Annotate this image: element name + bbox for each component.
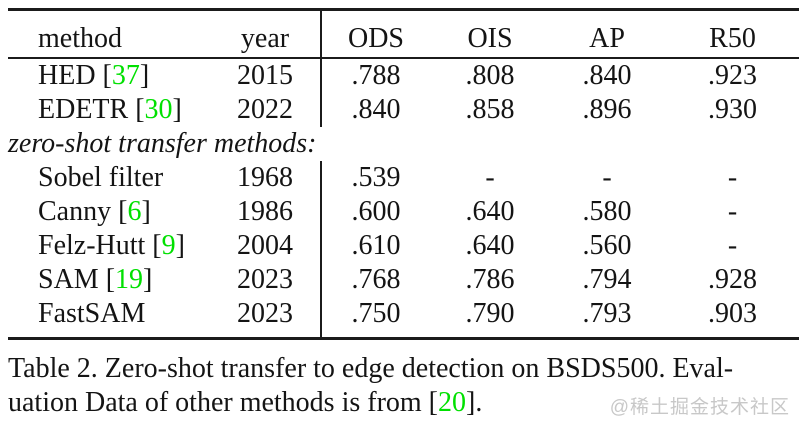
ap-cell: .560	[582, 230, 632, 261]
method-suffix: ]	[139, 60, 150, 91]
ois-cell: .640	[465, 230, 515, 261]
method-name: Sobel filter	[38, 162, 164, 193]
table-header-row: method year ODS OIS AP R50	[8, 20, 799, 57]
ap-cell: -	[602, 162, 612, 193]
method-cell: EDETR [30]	[8, 93, 210, 127]
section-label-text: zero-shot transfer methods:	[8, 128, 317, 159]
table-top-rule	[8, 8, 799, 11]
table-row-hed: HED [37] 2015 .788 .808 .840 .923	[8, 59, 799, 93]
ods-cell: .788	[351, 60, 401, 91]
table-row-fastsam: FastSAM 2023 .750 .790 .793 .903	[8, 297, 799, 331]
ap-cell: .840	[582, 60, 632, 91]
method-cell: FastSAM	[8, 297, 210, 331]
ap-cell: .896	[582, 94, 632, 125]
year-cell: 2015	[237, 60, 293, 91]
citation-link[interactable]: 6	[127, 196, 142, 227]
header-ois: OIS	[467, 22, 513, 54]
table-bottom-rule	[8, 337, 799, 340]
ois-cell: .858	[465, 94, 515, 125]
method-name: Canny [	[38, 196, 128, 227]
ois-cell: -	[485, 162, 495, 193]
ods-cell: .539	[351, 162, 401, 193]
method-cell: HED [37]	[8, 59, 210, 93]
table-row-sobel: Sobel filter 1968 .539 - - -	[8, 161, 799, 195]
method-cell: Felz-Hutt [9]	[8, 229, 210, 263]
method-suffix: ]	[172, 94, 182, 125]
table-row-felz-hutt: Felz-Hutt [9] 2004 .610 .640 .560 -	[8, 229, 799, 263]
header-method: method	[38, 22, 122, 54]
citation-link[interactable]: 9	[161, 230, 176, 261]
citation-link[interactable]: 20	[438, 387, 467, 418]
ap-cell: .794	[582, 264, 632, 295]
method-suffix: ]	[143, 264, 153, 295]
method-name: HED [	[38, 60, 112, 91]
ods-cell: .768	[351, 264, 401, 295]
ods-cell: .750	[351, 298, 401, 329]
table-header-rule	[8, 57, 799, 59]
method-name: SAM [	[38, 264, 116, 295]
method-cell: Sobel filter	[8, 161, 210, 195]
year-cell: 1968	[237, 162, 293, 193]
r50-cell: .928	[708, 264, 757, 295]
method-cell: Canny [6]	[8, 195, 210, 229]
table-row-sam: SAM [19] 2023 .768 .786 .794 .928	[8, 263, 799, 297]
year-cell: 2023	[237, 298, 293, 329]
table-caption: Table 2. Zero-shot transfer to edge dete…	[8, 352, 803, 420]
method-name: Felz-Hutt [	[38, 230, 162, 261]
caption-line-2: uation Data of other methods is from [20…	[8, 386, 803, 420]
year-cell: 2023	[237, 264, 293, 295]
ods-cell: .840	[351, 94, 401, 125]
method-suffix: ]	[141, 196, 151, 227]
method-name: EDETR [	[38, 94, 145, 125]
ois-cell: .786	[465, 264, 515, 295]
section-label-zero-shot: zero-shot transfer methods:	[8, 127, 799, 161]
caption-line-1: Table 2. Zero-shot transfer to edge dete…	[8, 353, 734, 384]
year-cell: 2022	[237, 94, 293, 125]
year-cell: 1986	[237, 196, 293, 227]
method-name: FastSAM	[38, 298, 146, 329]
caption-text: uation Data of other methods is from [	[8, 387, 439, 418]
header-r50: R50	[709, 22, 756, 54]
ois-cell: .640	[465, 196, 515, 227]
ap-cell: .793	[582, 298, 632, 329]
watermark-label: @稀土掘金技术社区	[609, 397, 790, 418]
r50-cell: -	[727, 162, 738, 193]
caption-text-end: ].	[466, 387, 483, 418]
citation-link[interactable]: 19	[115, 264, 144, 295]
r50-cell: .903	[708, 298, 757, 329]
ois-cell: .790	[465, 298, 515, 329]
header-ap: AP	[589, 22, 625, 54]
citation-link[interactable]: 30	[144, 94, 173, 125]
column-divider-lower	[320, 161, 322, 337]
r50-cell: -	[727, 196, 738, 227]
r50-cell: -	[727, 230, 738, 261]
ois-cell: .808	[465, 60, 515, 91]
ap-cell: .580	[582, 196, 632, 227]
header-ods: ODS	[347, 22, 404, 54]
column-divider-upper	[320, 11, 322, 127]
citation-link[interactable]: 37	[111, 60, 140, 91]
ods-cell: .600	[351, 196, 401, 227]
method-suffix: ]	[175, 230, 185, 261]
header-year: year	[240, 22, 290, 54]
ods-cell: .610	[351, 230, 401, 261]
table-row-canny: Canny [6] 1986 .600 .640 .580 -	[8, 195, 799, 229]
year-cell: 2004	[237, 230, 293, 261]
r50-cell: .930	[708, 94, 757, 125]
table-row-edetr: EDETR [30] 2022 .840 .858 .896 .930	[8, 93, 799, 127]
method-cell: SAM [19]	[8, 263, 210, 297]
r50-cell: .923	[708, 60, 757, 91]
